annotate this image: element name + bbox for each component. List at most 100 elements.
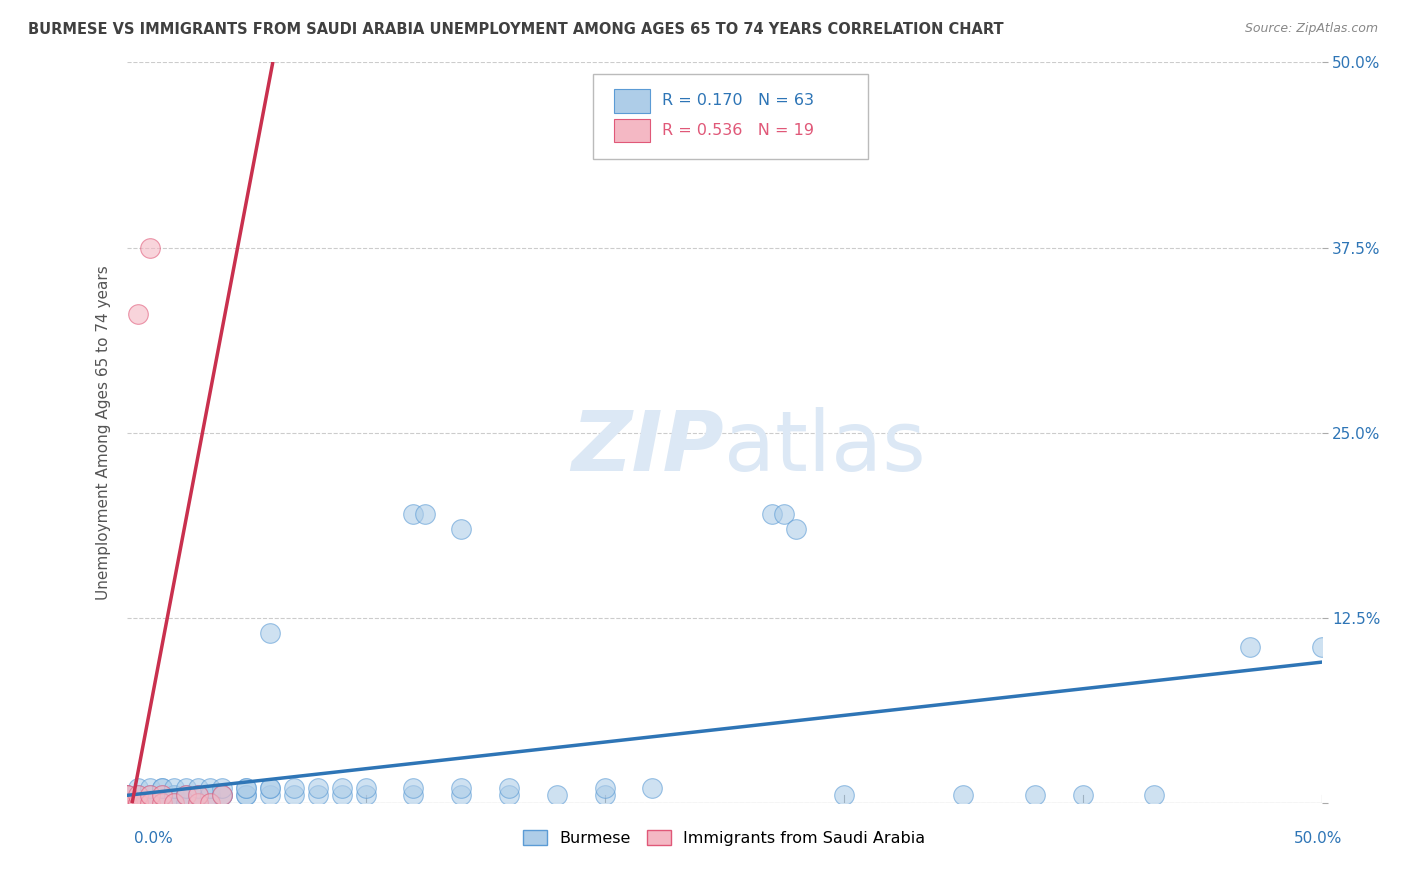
Point: [952, 789, 974, 803]
Point: [115, 789, 138, 803]
Point: [150, 789, 174, 803]
Point: [150, 789, 174, 803]
Point: [115, 789, 138, 803]
Point: [115, 796, 138, 810]
Point: [354, 780, 377, 795]
Point: [174, 789, 197, 803]
Point: [187, 789, 209, 803]
Point: [174, 789, 197, 803]
Y-axis label: Unemployment Among Ages 65 to 74 years: Unemployment Among Ages 65 to 74 years: [96, 265, 111, 600]
FancyBboxPatch shape: [614, 89, 650, 112]
Point: [211, 780, 233, 795]
Point: [1143, 789, 1166, 803]
Point: [283, 789, 305, 803]
Point: [259, 780, 281, 795]
Point: [259, 789, 281, 803]
Point: [593, 789, 616, 803]
Point: [641, 780, 664, 795]
Point: [1071, 789, 1094, 803]
Point: [150, 796, 174, 810]
Point: [115, 789, 138, 803]
Point: [235, 789, 257, 803]
Point: [174, 796, 197, 810]
Point: [773, 507, 796, 521]
Text: 50.0%: 50.0%: [1295, 831, 1343, 846]
Point: [235, 780, 257, 795]
Point: [150, 780, 174, 795]
Text: Source: ZipAtlas.com: Source: ZipAtlas.com: [1244, 22, 1378, 36]
Point: [139, 796, 162, 810]
Point: [127, 796, 149, 810]
Point: [761, 507, 783, 521]
Legend: Burmese, Immigrants from Saudi Arabia: Burmese, Immigrants from Saudi Arabia: [515, 822, 934, 854]
Point: [127, 789, 149, 803]
Point: [200, 796, 222, 810]
Point: [450, 522, 472, 536]
Point: [200, 780, 222, 795]
Point: [200, 789, 222, 803]
Point: [127, 789, 149, 803]
Point: [307, 780, 329, 795]
Point: [163, 789, 186, 803]
Point: [211, 789, 233, 803]
Point: [593, 780, 616, 795]
Point: [235, 780, 257, 795]
Point: [174, 789, 197, 803]
Point: [283, 780, 305, 795]
Point: [127, 789, 149, 803]
Point: [187, 789, 209, 803]
Point: [115, 796, 138, 810]
Point: [450, 789, 472, 803]
Text: 0.0%: 0.0%: [134, 831, 173, 846]
Point: [330, 789, 353, 803]
Point: [163, 796, 186, 810]
Point: [832, 789, 855, 803]
Point: [259, 625, 281, 640]
Point: [402, 507, 425, 521]
Point: [413, 507, 436, 521]
Point: [235, 789, 257, 803]
Point: [127, 780, 149, 795]
Point: [150, 789, 174, 803]
Point: [259, 780, 281, 795]
Point: [163, 789, 186, 803]
Point: [187, 796, 209, 810]
FancyBboxPatch shape: [593, 73, 868, 159]
Point: [139, 796, 162, 810]
Point: [150, 780, 174, 795]
Point: [1024, 789, 1046, 803]
Text: R = 0.536   N = 19: R = 0.536 N = 19: [662, 123, 814, 138]
Point: [139, 789, 162, 803]
Point: [402, 780, 425, 795]
Point: [187, 796, 209, 810]
Text: atlas: atlas: [724, 407, 925, 488]
Point: [115, 796, 138, 810]
Point: [139, 789, 162, 803]
Point: [127, 796, 149, 810]
Point: [127, 307, 149, 321]
Point: [211, 789, 233, 803]
Point: [211, 789, 233, 803]
Point: [402, 789, 425, 803]
Point: [150, 796, 174, 810]
Point: [127, 796, 149, 810]
Point: [330, 780, 353, 795]
Point: [498, 780, 520, 795]
Point: [127, 796, 149, 810]
Point: [187, 789, 209, 803]
Point: [163, 780, 186, 795]
Text: R = 0.170   N = 63: R = 0.170 N = 63: [662, 94, 814, 109]
Point: [450, 780, 472, 795]
Point: [174, 780, 197, 795]
Point: [498, 789, 520, 803]
FancyBboxPatch shape: [614, 119, 650, 143]
Point: [187, 780, 209, 795]
Point: [115, 796, 138, 810]
Point: [139, 240, 162, 255]
Point: [163, 796, 186, 810]
Point: [1310, 640, 1333, 655]
Point: [139, 780, 162, 795]
Point: [1239, 640, 1261, 655]
Point: [200, 789, 222, 803]
Point: [785, 522, 807, 536]
